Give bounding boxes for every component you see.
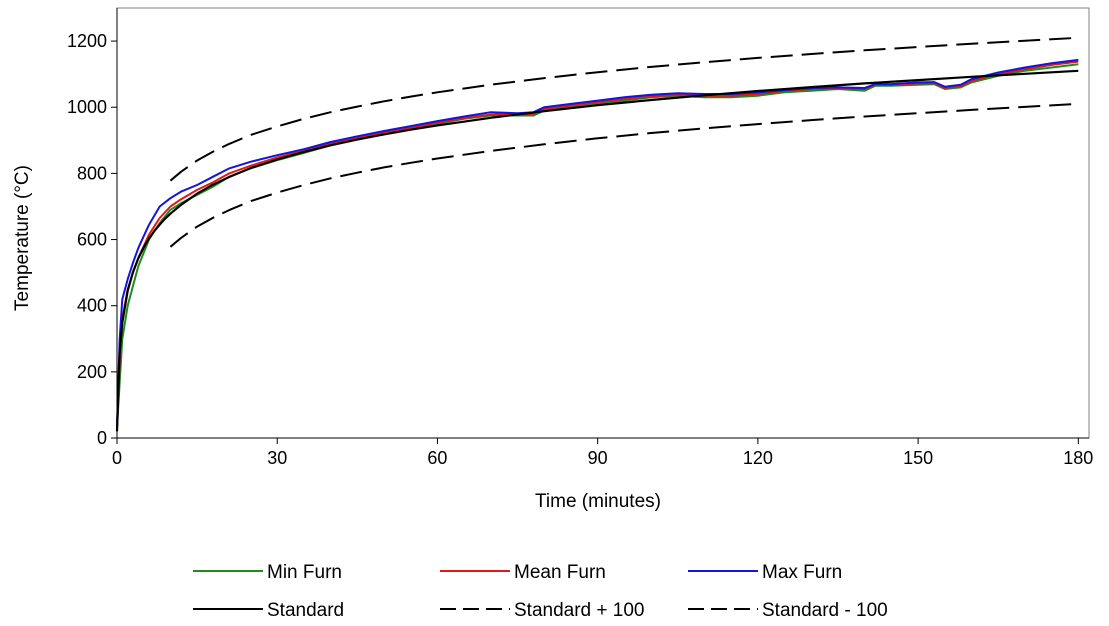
x-tick-label: 180: [1063, 448, 1093, 468]
y-tick-label: 0: [97, 428, 107, 448]
y-tick-label: 200: [77, 362, 107, 382]
x-tick-label: 60: [427, 448, 447, 468]
x-tick-label: 90: [588, 448, 608, 468]
series-line-standard-100: [169, 102, 1079, 248]
series-line-mean-furn: [116, 60, 1079, 429]
y-tick-label: 600: [77, 230, 107, 250]
x-axis-title: Time (minutes): [535, 491, 661, 512]
legend-label: Mean Furn: [514, 562, 606, 583]
series-line-max-furn: [116, 58, 1079, 425]
legend-item-standard-100: Standard + 100: [440, 600, 644, 621]
y-axis: 0 200 400 600 800 1000 1200: [67, 8, 118, 448]
x-axis: 0 30 60 90 120 150 180: [112, 437, 1093, 468]
legend-label: Min Furn: [267, 562, 342, 583]
legend-label: Max Furn: [762, 562, 842, 583]
legend-item-max-furn: Max Furn: [688, 562, 842, 583]
legend-item-standard: Standard: [193, 600, 344, 621]
y-tick-label: 400: [77, 296, 107, 316]
y-tick-label: 1200: [67, 31, 107, 51]
x-tick-label: 120: [743, 448, 773, 468]
legend-item-standard-100: Standard - 100: [688, 600, 888, 621]
series-line-standard: [115, 69, 1079, 432]
x-tick-label: 0: [112, 448, 122, 468]
y-tick-label: 800: [77, 163, 107, 183]
legend-label: Standard: [267, 600, 344, 621]
series-line-standard-100: [169, 36, 1079, 182]
legend-item-min-furn: Min Furn: [193, 562, 342, 583]
y-tick-label: 1000: [67, 97, 107, 117]
legend-label: Standard - 100: [762, 600, 888, 621]
legend: Min Furn Mean Furn Max Furn Standard Standar…: [193, 562, 888, 621]
legend-item-mean-furn: Mean Furn: [440, 562, 606, 583]
x-tick-label: 30: [267, 448, 287, 468]
x-tick-label: 150: [903, 448, 933, 468]
plot-area: [115, 7, 1090, 439]
legend-label: Standard + 100: [514, 600, 644, 621]
series-line-min-furn: [116, 63, 1079, 429]
y-axis-title: Temperature (°C): [12, 165, 33, 311]
